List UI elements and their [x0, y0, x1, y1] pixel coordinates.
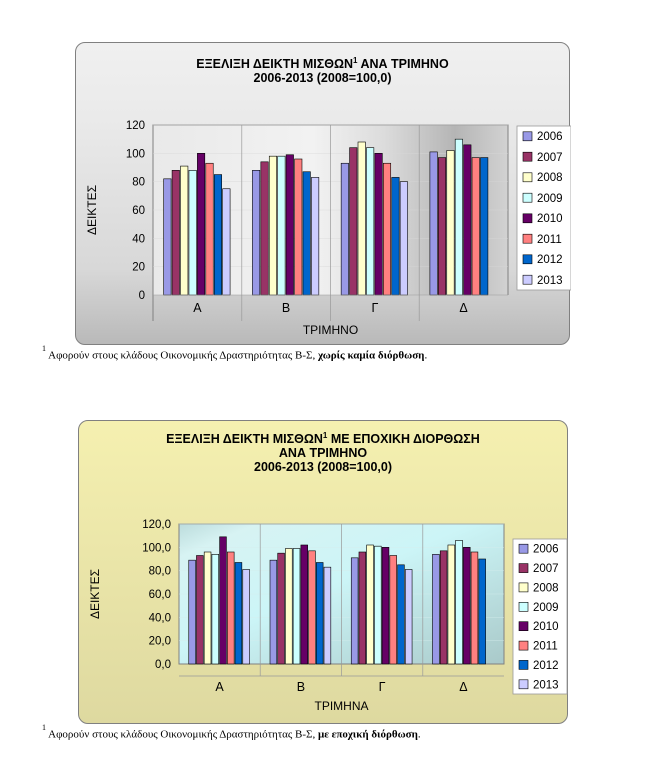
- svg-text:2011: 2011: [533, 641, 558, 653]
- svg-text:40,0: 40,0: [149, 612, 171, 624]
- svg-text:ΔΕΙΚΤΕΣ: ΔΕΙΚΤΕΣ: [88, 569, 102, 619]
- svg-text:Β: Β: [297, 680, 305, 694]
- svg-text:60: 60: [132, 205, 145, 217]
- svg-text:100,0: 100,0: [142, 542, 171, 554]
- svg-text:ΔΕΙΚΤΕΣ: ΔΕΙΚΤΕΣ: [85, 185, 99, 235]
- svg-text:Γ: Γ: [371, 301, 378, 315]
- svg-text:2009: 2009: [533, 602, 559, 614]
- svg-text:80: 80: [132, 177, 145, 189]
- svg-text:20,0: 20,0: [149, 636, 171, 648]
- svg-text:20: 20: [132, 262, 145, 274]
- svg-text:Δ: Δ: [459, 301, 467, 315]
- svg-text:ΤΡΙΜΗΝΑ: ΤΡΙΜΗΝΑ: [315, 699, 369, 713]
- svg-text:2013: 2013: [533, 679, 559, 691]
- svg-text:2007: 2007: [537, 152, 563, 164]
- svg-text:2010: 2010: [533, 621, 559, 633]
- svg-text:120,0: 120,0: [142, 519, 171, 531]
- svg-text:2008: 2008: [533, 582, 559, 594]
- svg-text:2006: 2006: [537, 131, 563, 143]
- svg-text:Δ: Δ: [459, 680, 467, 694]
- svg-text:2009: 2009: [537, 193, 563, 205]
- svg-text:2011: 2011: [537, 234, 562, 246]
- svg-text:Γ: Γ: [379, 680, 386, 694]
- svg-text:Β: Β: [282, 301, 290, 315]
- svg-text:0: 0: [139, 290, 145, 302]
- svg-text:2013: 2013: [537, 275, 563, 287]
- svg-text:2006: 2006: [533, 544, 559, 556]
- svg-text:2007: 2007: [533, 563, 559, 575]
- svg-text:100: 100: [126, 148, 145, 160]
- svg-text:60,0: 60,0: [149, 589, 171, 601]
- svg-text:0,0: 0,0: [155, 659, 171, 671]
- svg-text:2012: 2012: [533, 660, 559, 672]
- svg-text:2012: 2012: [537, 254, 563, 266]
- svg-text:120: 120: [126, 120, 145, 132]
- svg-text:40: 40: [132, 233, 145, 245]
- svg-text:2010: 2010: [537, 213, 563, 225]
- svg-text:Α: Α: [215, 680, 224, 694]
- svg-text:80,0: 80,0: [149, 566, 171, 578]
- svg-text:2008: 2008: [537, 172, 563, 184]
- svg-text:Α: Α: [193, 301, 202, 315]
- svg-text:ΤΡΙΜΗΝΟ: ΤΡΙΜΗΝΟ: [303, 323, 358, 337]
